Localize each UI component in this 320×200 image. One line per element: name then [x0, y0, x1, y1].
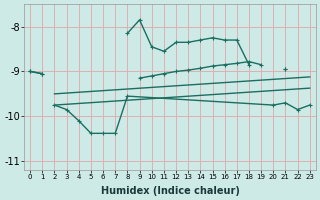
X-axis label: Humidex (Indice chaleur): Humidex (Indice chaleur)	[100, 186, 239, 196]
